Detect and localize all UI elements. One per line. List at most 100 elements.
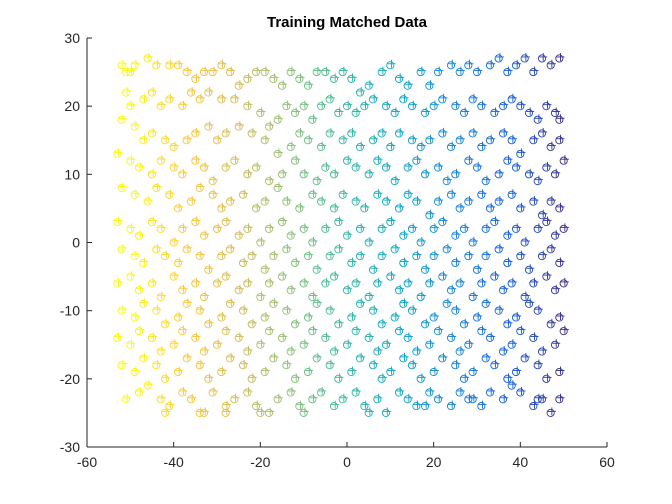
circle-marker	[407, 136, 417, 145]
circle-marker	[412, 402, 421, 411]
data-point	[329, 202, 340, 213]
data-point	[503, 155, 513, 165]
circle-marker	[152, 61, 161, 70]
circle-marker	[351, 327, 360, 336]
data-point	[299, 223, 309, 233]
circle-marker	[147, 170, 157, 179]
data-point	[264, 223, 275, 233]
circle-marker	[147, 88, 157, 97]
circle-marker	[516, 388, 525, 397]
data-point	[459, 373, 470, 383]
data-point	[503, 66, 513, 77]
circle-marker	[147, 217, 157, 227]
data-point	[264, 407, 275, 417]
circle-marker	[134, 388, 144, 397]
circle-marker	[455, 388, 464, 397]
data-point	[546, 407, 556, 417]
circle-marker	[147, 279, 157, 288]
circle-marker	[438, 272, 447, 281]
circle-marker	[178, 102, 187, 111]
circle-marker	[178, 286, 187, 295]
circle-marker	[286, 143, 295, 152]
data-point	[546, 59, 556, 70]
data-point	[373, 393, 383, 404]
circle-marker	[498, 129, 508, 138]
data-point	[329, 73, 340, 83]
data-point	[316, 386, 327, 397]
data-point	[498, 393, 509, 404]
data-point	[325, 359, 335, 370]
circle-marker	[329, 170, 339, 179]
circle-marker	[303, 81, 313, 90]
circle-marker	[334, 245, 343, 254]
data-point	[221, 216, 231, 227]
circle-marker	[494, 245, 503, 254]
circle-marker	[113, 217, 122, 227]
data-point	[165, 59, 175, 70]
circle-marker	[217, 61, 226, 70]
circle-marker	[169, 163, 178, 172]
circle-marker	[455, 68, 464, 77]
circle-marker	[481, 299, 490, 308]
data-point	[329, 168, 340, 179]
circle-marker	[316, 388, 326, 397]
data-point	[269, 352, 279, 363]
circle-marker	[334, 217, 343, 227]
circle-marker	[524, 265, 534, 274]
circle-marker	[399, 258, 408, 268]
data-point	[247, 250, 257, 261]
circle-marker	[377, 374, 386, 383]
data-point	[407, 223, 418, 233]
circle-marker	[559, 327, 568, 336]
circle-marker	[256, 340, 265, 349]
data-point	[394, 386, 405, 397]
data-point	[186, 393, 197, 404]
data-point	[199, 66, 210, 77]
circle-marker	[455, 279, 464, 288]
data-point	[403, 393, 413, 404]
circle-marker	[338, 68, 347, 77]
data-point	[221, 127, 231, 138]
data-point	[243, 100, 253, 111]
circle-marker	[425, 81, 434, 90]
circle-marker	[186, 395, 196, 404]
circle-marker	[169, 272, 178, 281]
data-point	[429, 223, 439, 233]
circle-marker	[286, 286, 295, 295]
data-point	[438, 216, 448, 227]
circle-marker	[126, 340, 135, 349]
data-point	[542, 162, 552, 172]
circle-marker	[221, 217, 230, 227]
data-point	[143, 196, 153, 206]
data-point	[355, 87, 366, 97]
data-point	[429, 100, 439, 111]
data-point	[113, 148, 123, 158]
data-point	[446, 189, 457, 199]
circle-marker	[550, 286, 560, 295]
circle-marker	[199, 163, 209, 172]
circle-marker	[165, 61, 174, 70]
data-point	[121, 393, 132, 404]
circle-marker	[264, 279, 274, 288]
data-point	[373, 277, 383, 288]
data-point	[230, 155, 240, 165]
data-point	[351, 107, 361, 118]
x-tick-label: 40	[513, 454, 529, 470]
circle-marker	[433, 395, 443, 404]
circle-marker	[243, 170, 252, 179]
circle-marker	[520, 354, 529, 363]
data-point	[273, 114, 283, 124]
data-point	[360, 400, 370, 411]
circle-marker	[338, 136, 347, 145]
data-point	[347, 366, 357, 377]
data-point	[455, 202, 465, 213]
data-point	[316, 100, 327, 111]
circle-marker	[429, 313, 438, 322]
data-point	[160, 250, 171, 261]
circle-marker	[555, 313, 564, 322]
data-point	[295, 127, 305, 138]
data-point	[160, 407, 171, 417]
circle-marker	[533, 395, 542, 404]
data-point	[464, 339, 474, 349]
data-point	[156, 155, 166, 165]
